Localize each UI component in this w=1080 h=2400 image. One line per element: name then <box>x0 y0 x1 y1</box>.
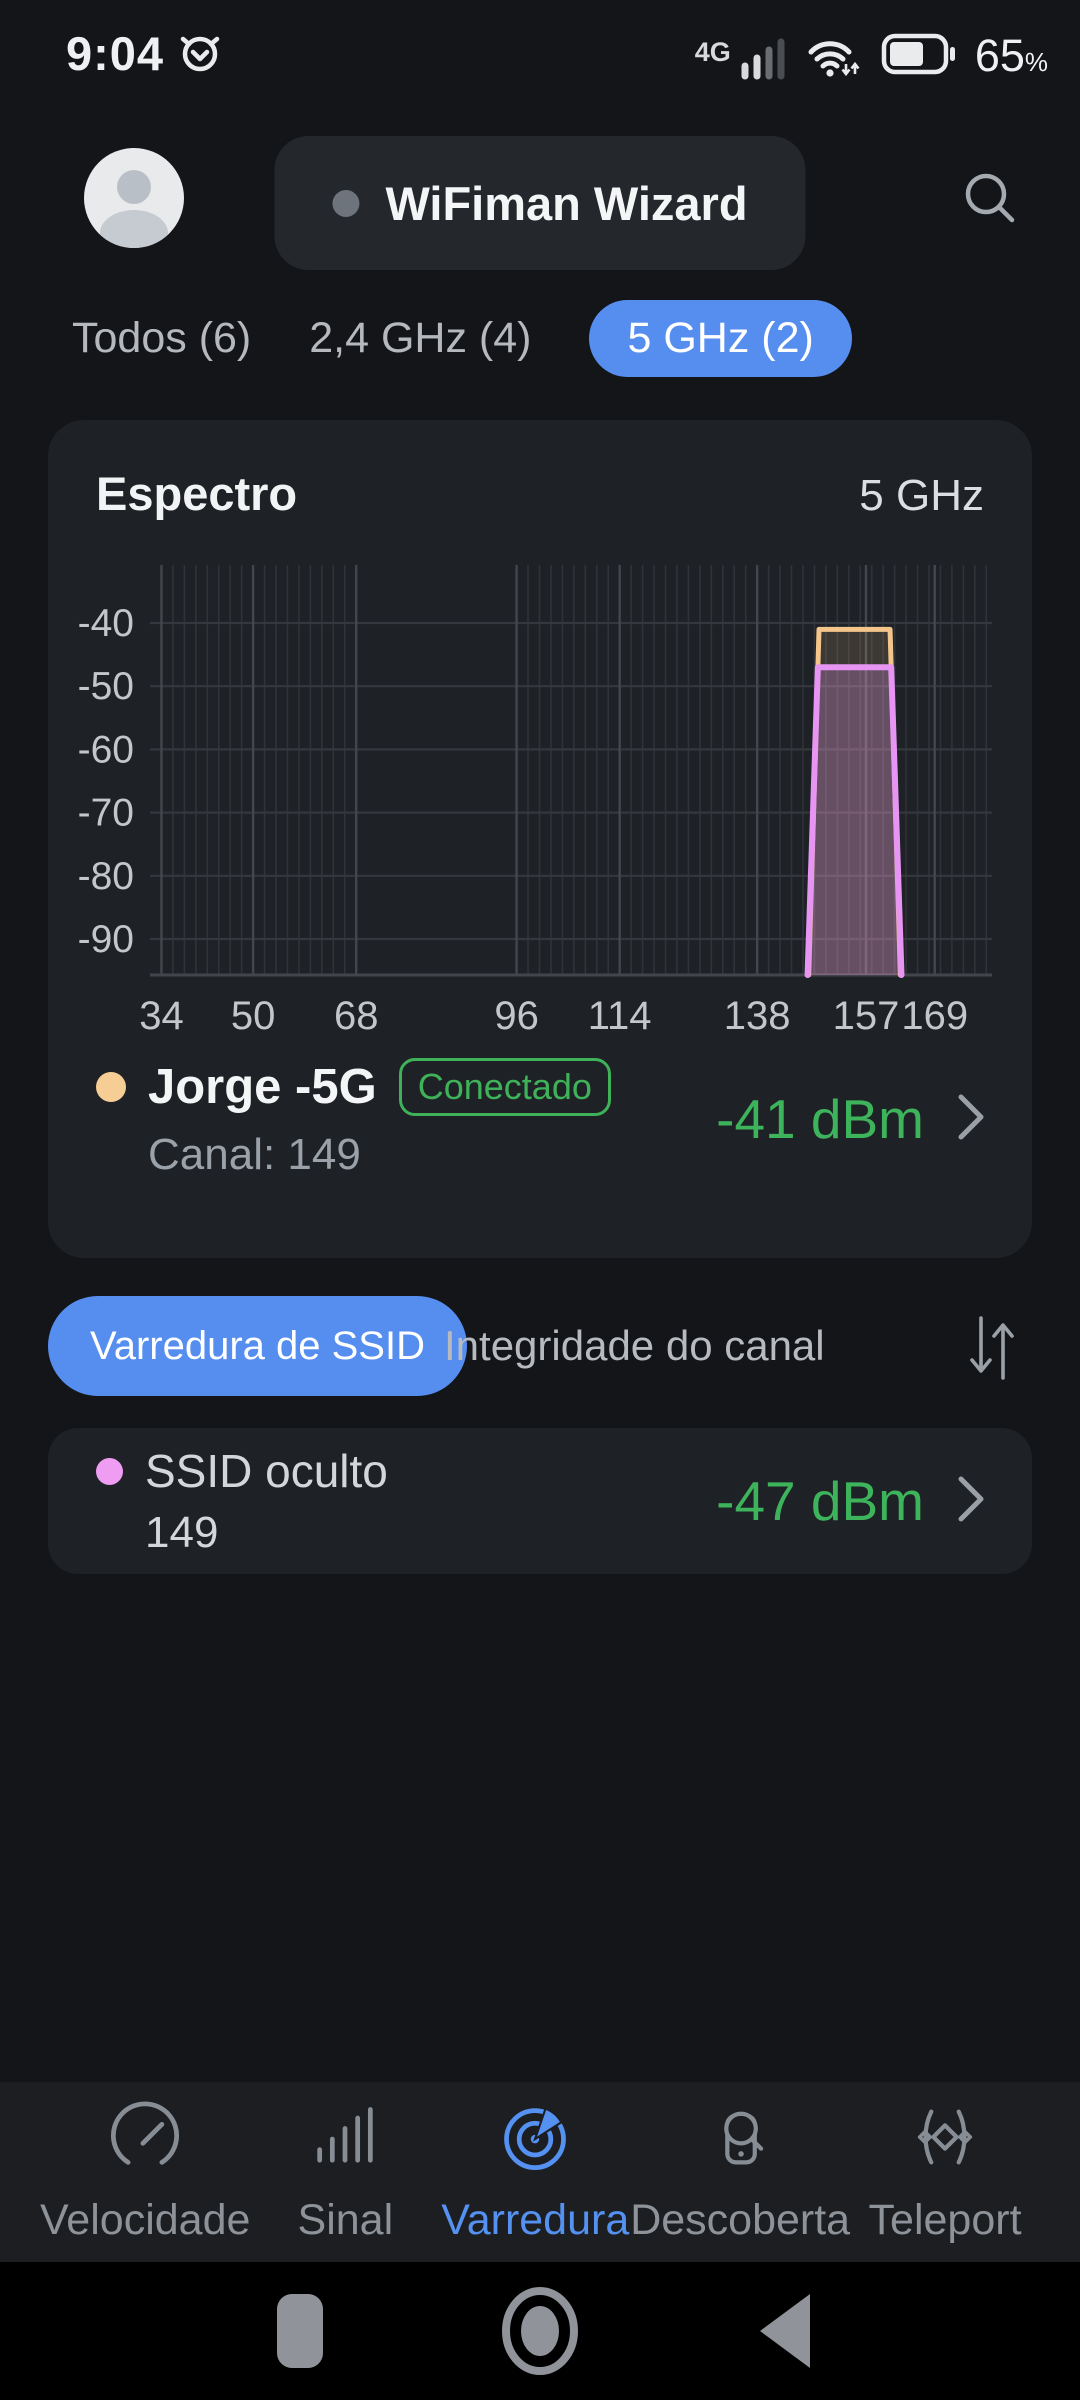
device-title-pill[interactable]: WiFiman Wizard <box>274 136 806 270</box>
avatar[interactable] <box>84 148 184 248</box>
svg-text:34: 34 <box>139 994 184 1038</box>
nav-item-teleport[interactable]: Teleport <box>850 2082 1040 2262</box>
tab-2-4ghz[interactable]: 2,4 GHz (4) <box>309 313 532 362</box>
cellular-signal-icon: 4G <box>695 30 787 82</box>
nav-item-discovery[interactable]: Descoberta <box>630 2082 850 2262</box>
ssid-list-item[interactable]: SSID oculto 149 -47 dBm <box>48 1428 1032 1574</box>
spectrum-card: Espectro 5 GHz -40 -50 -60 -70 -80 -90 34 50 68 9… <box>48 420 1032 1258</box>
app-header: WiFiman Wizard <box>0 128 1080 270</box>
card-band-label: 5 GHz <box>859 471 984 520</box>
back-button[interactable] <box>760 2294 810 2368</box>
tab-5ghz[interactable]: 5 GHz (2) <box>589 299 852 377</box>
nav-item-signal[interactable]: Sinal <box>250 2082 440 2262</box>
radar-icon <box>497 2099 573 2180</box>
gauge-icon <box>107 2099 183 2180</box>
scan-mode-row: Varredura de SSID Integridade do canal <box>0 1296 1080 1396</box>
network-type-label: 4G <box>694 37 731 67</box>
card-title: Espectro <box>96 467 298 520</box>
app-title: WiFiman Wizard <box>385 176 748 230</box>
battery-icon <box>881 32 957 81</box>
recents-button[interactable] <box>277 2294 323 2368</box>
ssid-color-dot <box>96 1457 123 1485</box>
svg-text:157: 157 <box>833 994 900 1038</box>
sort-arrows-icon[interactable] <box>958 1308 1024 1393</box>
tab-all[interactable]: Todos (6) <box>72 313 252 362</box>
chevron-right-icon <box>954 1469 988 1534</box>
svg-text:-40: -40 <box>78 602 134 645</box>
signal-bars-icon <box>307 2099 383 2180</box>
ssid-rssi: -47 dBm <box>716 1470 924 1532</box>
band-filter-tabs: Todos (6) 2,4 GHz (4) 5 GHz (2) <box>72 299 852 377</box>
ssid-channel: 149 <box>145 1508 219 1557</box>
svg-text:68: 68 <box>334 994 379 1038</box>
connected-badge: Conectado <box>398 1058 611 1116</box>
spectrum-chart: -40 -50 -60 -70 -80 -90 34 50 68 96 114 138 157 169 <box>72 555 1008 1052</box>
search-button[interactable] <box>958 166 1022 235</box>
network-channel: Canal: 149 <box>148 1130 361 1179</box>
bottom-nav: Velocidade Sinal <box>0 2082 1080 2262</box>
ssid-scan-option[interactable]: Varredura de SSID <box>48 1296 467 1396</box>
clock-time: 9:04 <box>66 27 165 80</box>
nav-item-speed[interactable]: Velocidade <box>40 2082 250 2262</box>
home-button[interactable] <box>498 2285 582 2382</box>
svg-text:-80: -80 <box>78 855 134 898</box>
device-search-icon <box>702 2099 778 2180</box>
network-name: Jorge -5G <box>148 1060 377 1114</box>
ssid-name: SSID oculto <box>145 1445 388 1497</box>
svg-text:50: 50 <box>231 994 276 1038</box>
channel-health-option[interactable]: Integridade do canal <box>444 1322 825 1369</box>
android-nav-bar <box>0 2262 1080 2400</box>
svg-text:-90: -90 <box>78 918 134 961</box>
status-dot-icon <box>332 189 360 217</box>
alarm-clock-icon <box>176 27 224 80</box>
network-rssi: -41 dBm <box>716 1088 924 1150</box>
svg-text:169: 169 <box>901 994 968 1038</box>
svg-text:-70: -70 <box>78 792 134 835</box>
status-bar: 9:04 4G <box>0 0 1080 100</box>
svg-text:-60: -60 <box>78 728 134 771</box>
battery-percent: 65 % <box>974 30 1048 81</box>
connected-network-row[interactable]: Jorge -5G Conectado Canal: 149 -41 dBm <box>48 1052 1032 1180</box>
svg-text:138: 138 <box>724 994 791 1038</box>
wifi-icon <box>805 28 863 85</box>
svg-text:96: 96 <box>494 994 539 1038</box>
teleport-icon <box>907 2099 983 2180</box>
svg-text:114: 114 <box>588 994 652 1038</box>
network-color-dot <box>96 1072 126 1102</box>
svg-text:-50: -50 <box>78 665 134 708</box>
nav-item-scan[interactable]: Varredura <box>440 2082 630 2262</box>
chevron-right-icon <box>954 1087 988 1152</box>
